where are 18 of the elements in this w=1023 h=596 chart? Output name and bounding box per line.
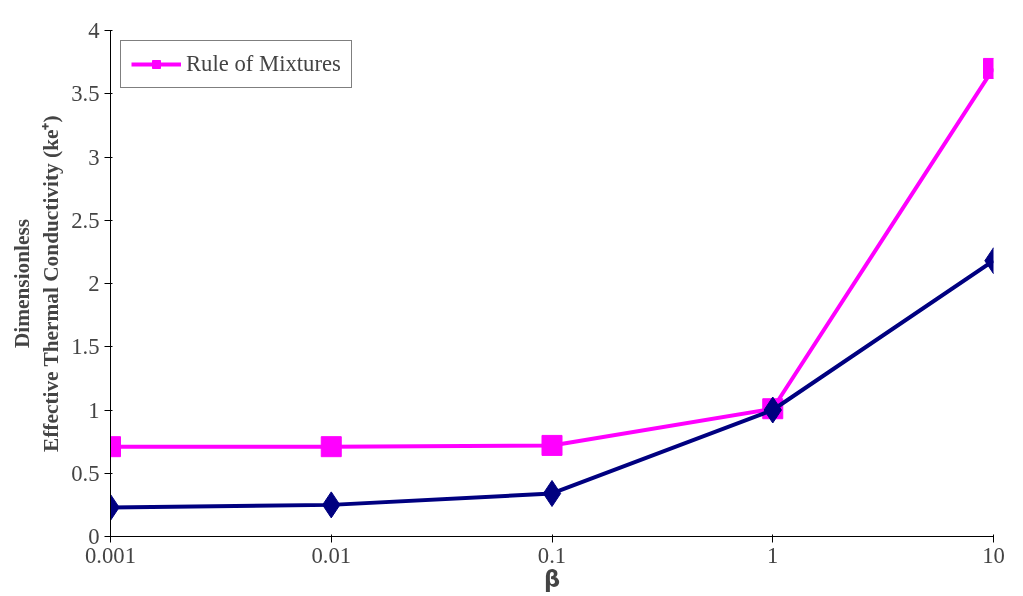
y-tick-label: 2 (88, 271, 100, 296)
y-tick-label: 0.5 (71, 460, 100, 486)
x-tick-label: 0.1 (537, 542, 567, 568)
y-tick-label: 4 (88, 18, 100, 43)
point (541, 434, 563, 456)
y-tick-label: 1 (88, 397, 100, 423)
y-axis-title: Dimensionless Effective Thermal Conductivity (ke⁺) (10, 115, 64, 452)
y-tick-label: 0 (88, 524, 100, 549)
x-axis-title: β (543, 565, 561, 592)
y-tick-label: 3.5 (71, 81, 100, 107)
x-tick-label: 0.01 (311, 542, 352, 568)
legend-label: Rule of Mixtures (186, 51, 341, 77)
y-tick-label: 2.5 (71, 207, 100, 233)
y-tick-label: 3 (88, 144, 100, 170)
point (542, 479, 562, 507)
y-tick-label: 1.5 (71, 334, 100, 360)
x-tick-label: 10 (982, 542, 1005, 568)
x-tick-label: 1 (767, 542, 779, 568)
